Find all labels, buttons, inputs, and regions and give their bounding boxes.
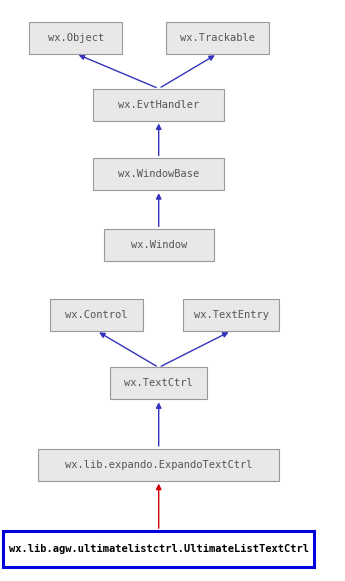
Text: wx.Object: wx.Object xyxy=(48,33,104,43)
FancyBboxPatch shape xyxy=(183,299,279,331)
FancyBboxPatch shape xyxy=(3,531,314,567)
Text: wx.EvtHandler: wx.EvtHandler xyxy=(118,99,199,110)
Text: wx.TextEntry: wx.TextEntry xyxy=(194,310,269,320)
FancyBboxPatch shape xyxy=(93,88,224,121)
Text: wx.lib.expando.ExpandoTextCtrl: wx.lib.expando.ExpandoTextCtrl xyxy=(65,460,253,470)
Text: wx.lib.agw.ultimatelistctrl.UltimateListTextCtrl: wx.lib.agw.ultimatelistctrl.UltimateList… xyxy=(9,544,309,554)
Text: wx.Window: wx.Window xyxy=(130,240,187,250)
Text: wx.Control: wx.Control xyxy=(65,310,128,320)
FancyBboxPatch shape xyxy=(104,229,214,261)
FancyBboxPatch shape xyxy=(93,158,224,191)
FancyBboxPatch shape xyxy=(166,21,269,53)
Text: wx.TextCtrl: wx.TextCtrl xyxy=(124,378,193,389)
Text: wx.Trackable: wx.Trackable xyxy=(180,33,255,43)
FancyBboxPatch shape xyxy=(38,449,279,481)
FancyBboxPatch shape xyxy=(50,299,143,331)
FancyBboxPatch shape xyxy=(110,368,207,400)
Text: wx.WindowBase: wx.WindowBase xyxy=(118,169,199,180)
FancyBboxPatch shape xyxy=(29,21,122,53)
